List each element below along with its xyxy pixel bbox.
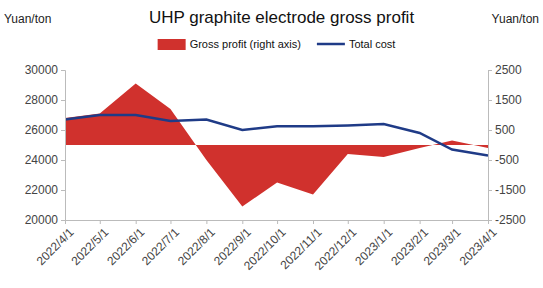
legend-item: Gross profit (right axis) bbox=[158, 38, 301, 50]
tick-mark bbox=[206, 220, 207, 224]
y2-axis-title: Yuan/ton bbox=[492, 12, 539, 26]
tick: -500 bbox=[488, 153, 519, 167]
tick-label: -500 bbox=[495, 153, 519, 167]
tick: 26000 bbox=[25, 123, 65, 137]
tick-mark bbox=[242, 220, 243, 224]
tick-mark bbox=[488, 70, 492, 71]
tick: -2500 bbox=[488, 213, 526, 227]
tick-mark bbox=[313, 220, 314, 224]
tick-mark bbox=[488, 130, 492, 131]
tick-label: -2500 bbox=[495, 213, 526, 227]
tick-label: 2022/8/1 bbox=[175, 225, 218, 268]
tick: 2023/1/1 bbox=[352, 220, 395, 268]
tick: 20000 bbox=[25, 213, 65, 227]
tick-mark bbox=[277, 220, 278, 224]
tick-label: 1500 bbox=[495, 93, 522, 107]
tick: 28000 bbox=[25, 93, 65, 107]
axis-line bbox=[66, 221, 489, 225]
tick: 2022/5/1 bbox=[68, 220, 111, 268]
tick-mark bbox=[61, 130, 65, 131]
tick-label: 28000 bbox=[25, 93, 59, 107]
legend: Gross profit (right axis) Total cost bbox=[158, 38, 396, 50]
legend-label: Total cost bbox=[349, 38, 395, 50]
tick-label: 26000 bbox=[25, 123, 59, 137]
tick: 2023/4/1 bbox=[457, 220, 500, 268]
axis-line bbox=[489, 71, 493, 221]
y-axis-title: Yuan/ton bbox=[4, 12, 51, 26]
tick-mark bbox=[420, 220, 421, 224]
legend-label: Gross profit (right axis) bbox=[190, 38, 301, 50]
tick: -1500 bbox=[488, 183, 526, 197]
tick: 2022/12/1 bbox=[312, 220, 360, 273]
tick-label: 2022/7/1 bbox=[139, 225, 182, 268]
tick-label: 24000 bbox=[25, 153, 59, 167]
tick-mark bbox=[452, 220, 453, 224]
tick-label: 20000 bbox=[25, 213, 59, 227]
tick-mark bbox=[61, 160, 65, 161]
tick: 2500 bbox=[488, 63, 522, 77]
tick: 1500 bbox=[488, 93, 522, 107]
tick-mark bbox=[488, 160, 492, 161]
title: UHP graphite electrode gross profit bbox=[149, 8, 414, 27]
tick: 2023/3/1 bbox=[421, 220, 464, 268]
tick-mark bbox=[348, 220, 349, 224]
axis-line bbox=[61, 71, 66, 221]
tick-label: 2022/12/1 bbox=[312, 225, 360, 273]
area bbox=[65, 84, 488, 207]
tick-mark bbox=[61, 70, 65, 71]
tick-mark bbox=[65, 220, 66, 224]
legend-item: Total cost bbox=[317, 38, 395, 50]
plot-area bbox=[65, 84, 488, 207]
legend-swatch bbox=[158, 39, 186, 50]
legend-swatch bbox=[317, 43, 345, 46]
line bbox=[65, 115, 488, 156]
tick-mark bbox=[488, 100, 492, 101]
tick-label: 2023/1/1 bbox=[352, 225, 395, 268]
tick-label: 500 bbox=[495, 123, 515, 137]
tick: 30000 bbox=[25, 63, 65, 77]
tick: 22000 bbox=[25, 183, 65, 197]
tick-mark bbox=[61, 100, 65, 101]
x-axis: 2022/4/12022/5/12022/6/12022/7/12022/8/1… bbox=[34, 220, 500, 273]
tick-label: 22000 bbox=[25, 183, 59, 197]
tick-mark bbox=[488, 190, 492, 191]
tick-mark bbox=[170, 220, 171, 224]
tick: 500 bbox=[488, 123, 515, 137]
tick: 2022/7/1 bbox=[139, 220, 182, 268]
tick-label: -1500 bbox=[495, 183, 526, 197]
chart: UHP graphite electrode gross profit Yuan/… bbox=[0, 0, 543, 288]
tick-label: 2022/6/1 bbox=[104, 225, 147, 268]
tick-mark bbox=[384, 220, 385, 224]
tick-label: 2022/4/1 bbox=[34, 225, 77, 268]
tick-mark bbox=[488, 220, 489, 224]
tick-label: 2022/5/1 bbox=[68, 225, 111, 268]
tick: 2022/8/1 bbox=[175, 220, 218, 268]
tick-label: 2023/3/1 bbox=[421, 225, 464, 268]
tick-label: 2023/4/1 bbox=[457, 225, 500, 268]
tick-mark bbox=[136, 220, 137, 224]
tick-mark bbox=[61, 190, 65, 191]
tick-mark bbox=[61, 220, 65, 221]
tick: 24000 bbox=[25, 153, 65, 167]
tick-label: 30000 bbox=[25, 63, 59, 77]
tick-mark bbox=[100, 220, 101, 224]
y-axis: 20000 22000 24000 26000 28000 30000 bbox=[25, 63, 66, 227]
tick-label: 2500 bbox=[495, 63, 522, 77]
y2-axis: -2500 -1500 -500 500 1500 2500 bbox=[488, 63, 526, 227]
